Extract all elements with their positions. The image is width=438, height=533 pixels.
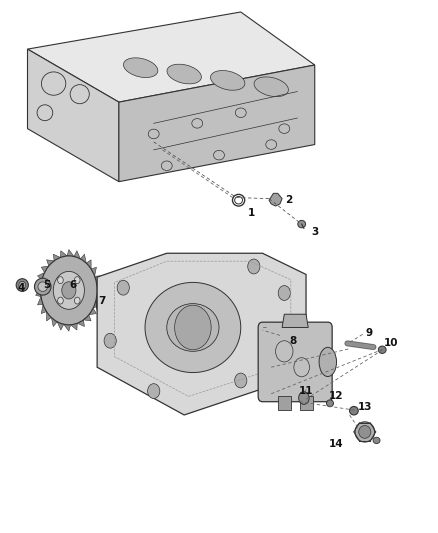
Circle shape: [248, 259, 260, 274]
Polygon shape: [28, 49, 119, 182]
Ellipse shape: [35, 278, 51, 295]
Text: 7: 7: [98, 296, 105, 306]
Circle shape: [58, 297, 63, 304]
Text: 1: 1: [248, 208, 255, 219]
Polygon shape: [119, 65, 315, 182]
Circle shape: [278, 286, 290, 301]
FancyBboxPatch shape: [258, 322, 332, 402]
Ellipse shape: [145, 282, 241, 373]
Bar: [278, 397, 291, 410]
Ellipse shape: [319, 348, 336, 376]
Ellipse shape: [254, 77, 288, 96]
Ellipse shape: [19, 281, 26, 289]
Ellipse shape: [326, 400, 333, 407]
Polygon shape: [46, 260, 54, 266]
Ellipse shape: [167, 304, 219, 351]
Ellipse shape: [124, 58, 158, 77]
Polygon shape: [97, 253, 306, 415]
Polygon shape: [81, 254, 86, 263]
Polygon shape: [95, 276, 100, 284]
Text: 14: 14: [329, 439, 344, 449]
Polygon shape: [51, 318, 57, 327]
Ellipse shape: [355, 422, 374, 442]
Polygon shape: [67, 249, 74, 256]
Text: 6: 6: [70, 280, 77, 290]
Text: 13: 13: [357, 402, 372, 412]
Polygon shape: [41, 266, 49, 272]
Text: 4: 4: [17, 282, 25, 293]
Polygon shape: [28, 12, 315, 102]
Polygon shape: [71, 323, 77, 330]
Polygon shape: [77, 320, 85, 327]
Text: 8: 8: [290, 336, 297, 346]
Text: 11: 11: [299, 386, 313, 396]
Ellipse shape: [373, 437, 380, 443]
Polygon shape: [97, 284, 102, 293]
Text: 9: 9: [366, 328, 373, 338]
Circle shape: [117, 280, 129, 295]
Polygon shape: [41, 304, 46, 313]
Circle shape: [62, 282, 76, 299]
Polygon shape: [35, 288, 41, 296]
Polygon shape: [93, 301, 100, 308]
Polygon shape: [74, 251, 81, 259]
Ellipse shape: [16, 279, 28, 292]
Polygon shape: [38, 296, 43, 305]
Polygon shape: [91, 267, 96, 276]
Circle shape: [287, 333, 299, 348]
Polygon shape: [53, 254, 60, 261]
Text: 2: 2: [285, 195, 292, 205]
Text: 12: 12: [329, 391, 344, 401]
Ellipse shape: [211, 70, 245, 90]
Text: 3: 3: [311, 227, 318, 237]
Ellipse shape: [298, 220, 306, 228]
Ellipse shape: [167, 64, 201, 84]
Polygon shape: [282, 314, 308, 327]
Ellipse shape: [359, 425, 371, 438]
Bar: [300, 397, 313, 410]
Polygon shape: [96, 293, 102, 301]
Text: 5: 5: [43, 280, 51, 290]
Polygon shape: [38, 272, 45, 280]
Circle shape: [58, 277, 63, 284]
Circle shape: [235, 373, 247, 388]
Polygon shape: [84, 314, 91, 321]
Circle shape: [74, 297, 80, 304]
Circle shape: [53, 271, 85, 309]
Polygon shape: [46, 312, 51, 321]
Ellipse shape: [350, 407, 358, 415]
Ellipse shape: [378, 346, 386, 353]
Circle shape: [41, 256, 97, 325]
Polygon shape: [86, 260, 91, 269]
Circle shape: [299, 392, 309, 405]
Polygon shape: [60, 251, 67, 257]
Text: 10: 10: [384, 338, 398, 349]
Circle shape: [148, 384, 160, 399]
Polygon shape: [57, 322, 64, 330]
Polygon shape: [35, 280, 42, 288]
Polygon shape: [64, 324, 71, 331]
Circle shape: [175, 305, 211, 350]
Circle shape: [74, 277, 80, 284]
Ellipse shape: [38, 282, 47, 292]
Circle shape: [104, 333, 116, 348]
Polygon shape: [89, 308, 96, 314]
Polygon shape: [269, 193, 282, 206]
